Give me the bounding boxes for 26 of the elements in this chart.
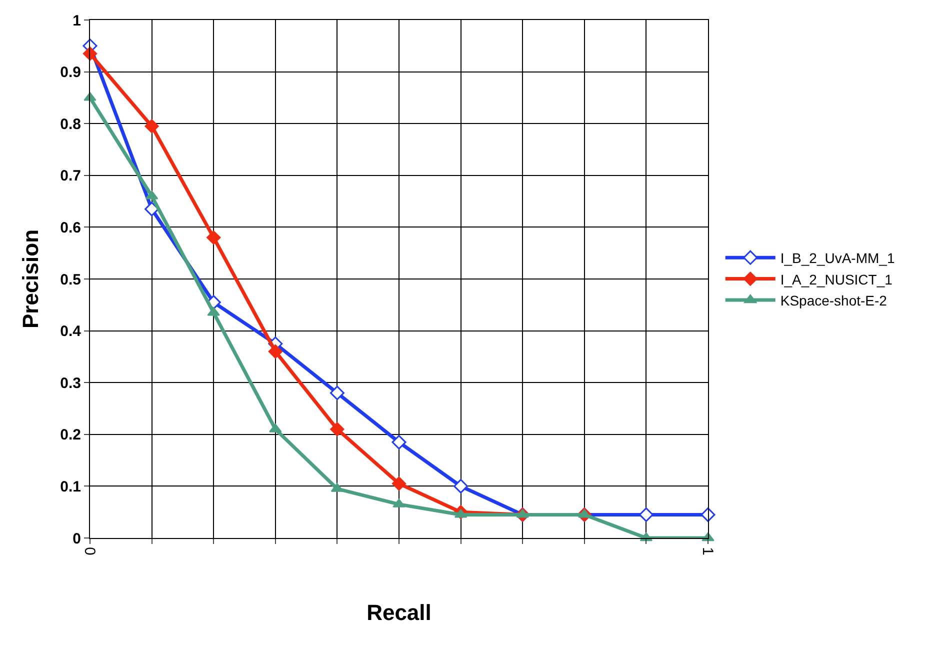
point [392,476,406,491]
y-tick-label: 0.3 [60,374,81,392]
point [206,230,221,245]
point [144,202,160,216]
point [330,422,344,436]
legend-label: I_B_2_UvA-MM_1 [780,250,895,266]
y-axis-title: Precision [18,229,43,329]
legend-label: I_A_2_NUSICT_1 [780,271,893,288]
y-tick-label: 0.9 [60,64,81,82]
point [454,478,468,494]
x-axis-title: Recall [366,600,432,626]
y-tick-label: 0.2 [60,426,81,444]
y-tick-label: 0.5 [60,271,81,288]
y-tick-label: 0.6 [60,219,81,236]
point [82,46,98,61]
y-tick-label: 1 [72,12,81,30]
legend-label: KSpace-shot-E-2 [780,292,888,308]
y-tick-label: 0.8 [60,116,81,133]
y-tick-label: 0.7 [60,168,81,185]
y-tick-label: 0.1 [60,478,81,496]
point [638,507,654,522]
point [144,119,159,134]
point [392,434,406,450]
point [330,386,344,400]
point [268,344,282,359]
y-tick-label: 0.4 [60,323,82,340]
